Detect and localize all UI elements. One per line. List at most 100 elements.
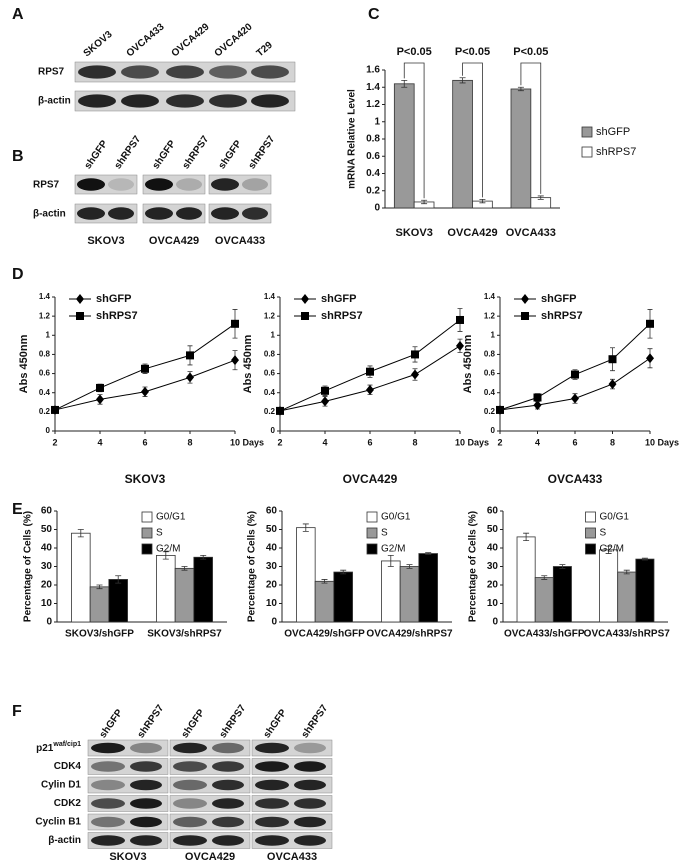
y-tick-label: 40 — [487, 543, 499, 554]
row-label: β-actin — [33, 209, 66, 220]
legend-swatch — [366, 543, 378, 555]
lane-label: shGFP — [262, 707, 290, 740]
marker — [533, 393, 542, 402]
error-bar — [459, 77, 466, 84]
blot-band — [294, 779, 326, 791]
x-axis-label: OVCA429 — [343, 472, 398, 486]
legend-marker — [521, 312, 529, 320]
blot-band — [211, 207, 239, 220]
blot-band — [130, 742, 162, 754]
x-tick-label: 6 — [367, 437, 372, 447]
legend-swatch — [585, 543, 596, 555]
bar — [552, 566, 572, 623]
blot-band — [173, 816, 207, 828]
x-axis-label: OVCA433 — [548, 472, 603, 486]
marker — [608, 355, 617, 364]
y-axis-label: Percentage of Cells (%) — [247, 511, 258, 622]
error-bar — [401, 79, 408, 88]
legend-label: G2/M — [600, 544, 624, 555]
y-tick-label: 0.2 — [39, 407, 51, 416]
bar — [617, 571, 637, 623]
group-label: OVCA433 — [267, 851, 317, 863]
legend-swatch — [581, 126, 593, 138]
x-axis-label: SKOV3 — [125, 472, 166, 486]
marker — [231, 319, 239, 328]
error-bar — [77, 529, 84, 538]
x-tick-label: 2 — [277, 437, 282, 447]
error-bar — [387, 555, 394, 567]
blot-strip — [142, 174, 206, 195]
blot-band — [130, 835, 162, 846]
marker — [571, 370, 579, 379]
row-label: Cyclin B1 — [35, 817, 81, 828]
bracket — [403, 62, 425, 199]
legend-swatch — [581, 146, 593, 158]
marker — [321, 396, 329, 407]
blot-strip — [87, 758, 169, 775]
error-bar — [523, 532, 530, 541]
y-tick-label: 20 — [487, 580, 499, 591]
y-tick-label: 0.8 — [39, 350, 51, 359]
y-tick-label: 10 — [41, 598, 53, 609]
blot-strip — [142, 203, 206, 224]
blot-band — [77, 207, 105, 220]
blot-band — [212, 798, 244, 809]
row-label-main: p21 — [36, 743, 54, 754]
blot-band — [130, 816, 162, 828]
blot-band — [255, 816, 289, 828]
blot-strip — [208, 203, 272, 224]
lane-label: shRPS7 — [247, 134, 278, 172]
legend-swatch — [585, 527, 596, 539]
blot-band — [91, 816, 125, 828]
x-tick-label: OVCA433 — [506, 227, 556, 239]
y-axis-label: Abs 450nm — [242, 334, 254, 393]
annotation: P<0.05 — [455, 46, 490, 58]
y-axis-label: mRNA Relative Level — [347, 89, 358, 189]
blot-band — [176, 178, 202, 191]
group-label: OVCA429 — [149, 235, 199, 247]
legend-marker — [521, 294, 529, 304]
row-label: p21waf/cip1 — [36, 741, 81, 754]
x-tick-label: OVCA429 — [447, 227, 497, 239]
legend-swatch — [141, 543, 153, 555]
marker — [96, 394, 104, 405]
bar — [399, 566, 420, 623]
bar — [174, 567, 195, 623]
x-tick-label: SKOV3 — [396, 227, 433, 239]
y-tick-label: 0 — [492, 617, 498, 628]
blot-band — [212, 835, 244, 846]
marker — [276, 406, 284, 415]
y-tick-label: 60 — [487, 506, 499, 517]
legend-label: G0/G1 — [381, 512, 411, 523]
y-tick-label: 1.2 — [264, 311, 276, 320]
error-bar — [517, 86, 524, 92]
y-tick-label: 0.2 — [484, 407, 496, 416]
y-tick-label: 0.8 — [264, 350, 276, 359]
marker — [571, 393, 579, 404]
legend-label: G0/G1 — [156, 512, 186, 523]
marker — [456, 315, 464, 324]
annotation: P<0.05 — [397, 46, 432, 58]
blot-strip — [169, 832, 251, 849]
y-tick-label: 0 — [46, 617, 52, 628]
marker — [411, 369, 419, 380]
legend-swatch — [141, 511, 153, 523]
x-tick-label: 6 — [572, 437, 577, 447]
blot-band — [209, 94, 247, 108]
x-tick-label: 4 — [97, 437, 102, 447]
blot-band — [176, 207, 202, 220]
blot-band — [173, 779, 207, 791]
bar — [381, 560, 401, 623]
y-tick-label: 40 — [41, 543, 53, 554]
bar — [418, 553, 438, 623]
y-tick-label: 0.6 — [264, 369, 276, 378]
lane-label: SKOV3 — [82, 29, 115, 59]
x-tick-label: 6 — [142, 437, 147, 447]
y-tick-label: 1.4 — [264, 292, 276, 301]
blot-strip — [208, 174, 272, 195]
error-bar — [425, 552, 432, 555]
error-bar — [641, 557, 648, 561]
bar — [534, 577, 554, 623]
panel-label: C — [368, 6, 380, 23]
bar — [296, 527, 316, 623]
